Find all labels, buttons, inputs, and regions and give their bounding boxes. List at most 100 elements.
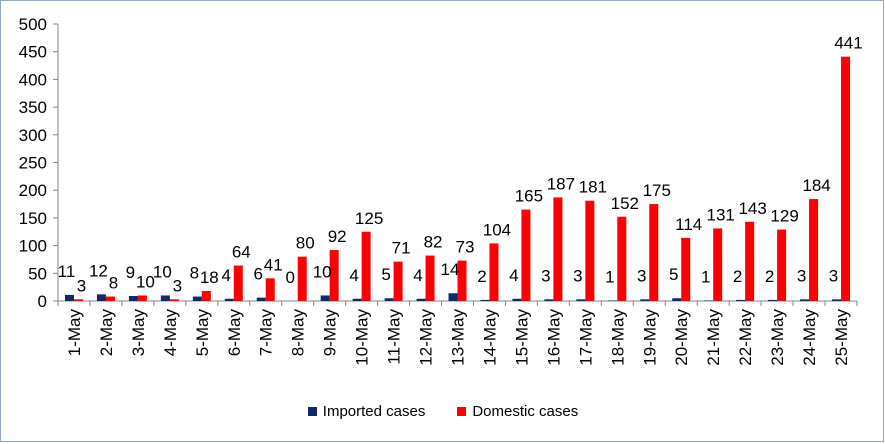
bar-imported [608, 300, 618, 301]
data-label-imported: 4 [413, 266, 422, 285]
bar-domestic [361, 231, 371, 301]
bar-domestic [713, 228, 723, 301]
x-tick-label: 6-May [225, 309, 244, 357]
legend-swatch-domestic [457, 406, 467, 416]
bar-domestic [841, 56, 851, 301]
x-tick-label: 15-May [512, 309, 531, 366]
data-label-domestic: 143 [738, 199, 766, 218]
x-tick-label: 24-May [800, 309, 819, 366]
bar-imported [736, 299, 746, 301]
x-tick-label: 3-May [129, 309, 148, 357]
bar-domestic [585, 200, 595, 301]
bar-domestic [425, 255, 435, 301]
data-label-imported: 4 [349, 266, 358, 285]
data-label-domestic: 441 [834, 34, 862, 53]
bar-imported [800, 299, 810, 301]
x-tick-label: 22-May [736, 309, 755, 366]
y-tick-label: 250 [19, 154, 47, 173]
data-label-domestic: 114 [675, 215, 702, 234]
bar-domestic [393, 261, 403, 301]
x-tick-label: 9-May [321, 309, 340, 357]
bar-imported [832, 299, 842, 301]
y-tick-label: 150 [19, 209, 47, 228]
data-label-imported: 10 [313, 262, 332, 281]
x-tick-label: 23-May [768, 309, 787, 366]
bar-domestic [617, 216, 627, 301]
data-label-imported: 3 [797, 266, 806, 285]
x-tick-label: 13-May [449, 309, 468, 366]
bar-imported [128, 296, 138, 301]
bar-imported [576, 299, 586, 301]
data-label-domestic: 104 [483, 220, 511, 239]
legend-swatch-imported [307, 406, 317, 416]
data-label-domestic: 41 [264, 255, 283, 274]
legend-label-imported: Imported cases [322, 402, 426, 420]
legend-label-domestic: Domestic cases [472, 402, 579, 420]
x-tick-label: 4-May [161, 309, 180, 357]
x-tick-label: 21-May [704, 309, 723, 366]
bar-imported [160, 295, 170, 301]
data-label-domestic: 184 [802, 176, 830, 195]
data-label-imported: 11 [58, 262, 76, 281]
data-label-imported: 3 [541, 266, 550, 285]
data-label-imported: 2 [477, 267, 486, 286]
bar-domestic [137, 295, 147, 301]
data-label-imported: 14 [441, 260, 460, 279]
bar-imported [640, 299, 650, 301]
bar-imported [544, 299, 554, 301]
bar-domestic [745, 221, 755, 301]
y-tick-label: 400 [19, 70, 47, 89]
x-tick-label: 20-May [672, 309, 691, 366]
data-label-domestic: 131 [706, 205, 734, 224]
y-tick-label: 100 [19, 237, 47, 256]
bar-domestic [73, 299, 83, 301]
data-label-domestic: 92 [328, 227, 347, 246]
x-tick-label: 11-May [385, 309, 404, 365]
bar-imported [192, 296, 202, 301]
data-label-domestic: 18 [200, 268, 219, 287]
legend-item-domestic: Domestic cases [457, 403, 578, 420]
y-tick-label: 450 [19, 43, 47, 62]
x-tick-label: 5-May [193, 309, 212, 357]
bar-imported [256, 297, 266, 301]
data-label-imported: 5 [669, 265, 678, 284]
data-label-domestic: 152 [611, 194, 639, 213]
x-tick-label: 12-May [417, 309, 436, 366]
data-label-domestic: 71 [392, 239, 411, 258]
bar-domestic [329, 250, 339, 301]
data-label-domestic: 73 [456, 238, 475, 257]
data-label-imported: 3 [829, 266, 838, 285]
bar-domestic [553, 197, 563, 301]
bar-imported [448, 293, 458, 301]
x-tick-label: 19-May [640, 309, 659, 366]
bar-domestic [457, 260, 467, 301]
data-label-domestic: 10 [136, 272, 155, 291]
bar-domestic [649, 204, 659, 301]
bar-imported [96, 294, 106, 301]
data-label-domestic: 64 [232, 243, 251, 262]
data-label-domestic: 165 [515, 187, 543, 206]
x-tick-label: 18-May [608, 309, 627, 366]
bar-domestic [233, 265, 243, 301]
bar-imported [384, 298, 394, 301]
data-label-domestic: 181 [579, 178, 607, 197]
bar-imported [320, 295, 330, 301]
legend-item-imported: Imported cases [307, 402, 426, 420]
data-label-imported: 2 [765, 267, 774, 286]
bar-imported [672, 298, 682, 301]
bars [64, 56, 851, 301]
bar-domestic [809, 199, 819, 301]
y-tick-label: 50 [28, 264, 47, 283]
data-label-domestic: 8 [109, 274, 118, 293]
bar-imported [224, 298, 234, 301]
bar-domestic [201, 291, 211, 301]
bar-imported [512, 298, 522, 301]
data-label-imported: 4 [222, 266, 231, 285]
bar-imported [480, 299, 490, 301]
x-tick-label: 1-May [65, 309, 84, 357]
bar-domestic [169, 299, 179, 301]
bar-domestic [297, 256, 307, 301]
bar-domestic [521, 209, 531, 301]
